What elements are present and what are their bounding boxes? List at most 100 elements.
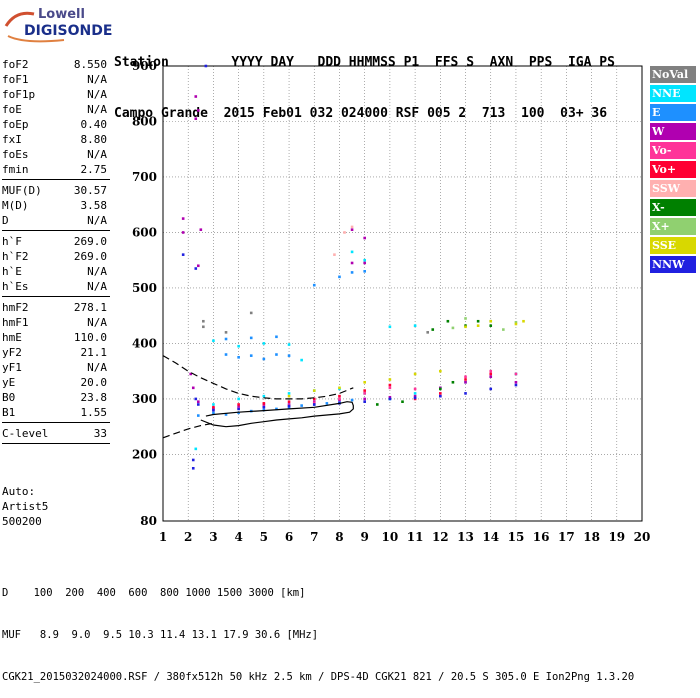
legend-item: Vo- <box>650 142 696 159</box>
data-point <box>464 375 467 379</box>
legend-item: NNE <box>650 85 696 102</box>
x-tick-label: 3 <box>209 530 217 544</box>
legend-item: NNW <box>650 256 696 273</box>
y-tick-label: 800 <box>132 114 157 128</box>
data-point <box>202 319 205 323</box>
parameters-panel: foF2 8.550 foF1 N/A foF1p N/A foE N/A foEp 0.40 fx… <box>2 57 110 447</box>
x-tick-label: 12 <box>432 530 449 544</box>
x-tick-label: 10 <box>382 530 399 544</box>
data-point <box>413 392 417 395</box>
data-point <box>489 387 493 391</box>
x-tick-label: 17 <box>558 530 575 544</box>
param-label: yE <box>2 376 16 389</box>
data-point <box>350 271 354 274</box>
param-row: yF1 N/A <box>2 360 110 375</box>
x-tick-label: 4 <box>234 530 242 544</box>
auto-code: 500200 <box>2 515 42 528</box>
param-label: M(D) <box>2 199 29 212</box>
data-point <box>249 354 253 357</box>
data-point <box>191 386 195 390</box>
data-point <box>181 253 185 256</box>
param-value: 23.8 <box>80 391 108 404</box>
legend-item: SSW <box>650 180 696 197</box>
param-value: N/A <box>87 361 107 374</box>
x-tick-label: 7 <box>310 530 318 544</box>
data-point <box>224 331 228 334</box>
param-row: B1 1.55 <box>2 405 110 420</box>
param-value: N/A <box>87 265 107 278</box>
param-separator <box>2 422 110 423</box>
param-label: foE <box>2 103 22 116</box>
data-point <box>489 372 493 376</box>
data-point <box>196 403 200 406</box>
data-point <box>375 403 379 406</box>
data-point <box>262 394 266 398</box>
data-point <box>363 389 366 392</box>
data-point <box>413 387 417 391</box>
data-point <box>194 397 198 401</box>
data-point <box>338 386 341 390</box>
data-point <box>476 319 480 323</box>
x-tick-label: 11 <box>407 530 424 544</box>
data-point <box>237 405 240 408</box>
plot-frame <box>162 65 643 522</box>
data-point <box>363 258 366 262</box>
data-point <box>350 225 354 229</box>
data-point <box>363 392 366 395</box>
auto-label: Auto: <box>2 485 36 498</box>
data-point <box>199 228 203 231</box>
param-separator <box>2 443 110 444</box>
data-point <box>237 397 240 401</box>
param-value: 278.1 <box>73 301 107 314</box>
autoscaling-info: Auto: Artist5 500200 <box>2 484 48 529</box>
data-point <box>439 392 442 395</box>
x-tick-label: 18 <box>583 530 600 544</box>
param-row: foF2 8.550 <box>2 57 110 72</box>
data-point <box>212 339 215 342</box>
x-tick-label: 1 <box>159 530 167 544</box>
data-point <box>439 394 442 398</box>
x-tick-label: 15 <box>508 530 525 544</box>
data-point <box>196 109 200 112</box>
data-point <box>514 380 518 384</box>
param-row: B0 23.8 <box>2 390 110 405</box>
param-label: foF2 <box>2 58 29 71</box>
data-point <box>333 253 336 256</box>
data-point <box>476 324 480 327</box>
data-point <box>275 407 278 411</box>
y-tick-label: 700 <box>132 170 157 184</box>
data-point <box>249 336 253 340</box>
param-label: C-level <box>2 427 49 440</box>
param-row: D N/A <box>2 213 110 228</box>
data-point <box>514 372 518 376</box>
data-point <box>212 411 215 415</box>
data-point <box>204 64 208 68</box>
footer-file-info: CGK21_2015032024000.RSF / 380fx512h 50 k… <box>2 671 635 683</box>
param-value: 20.0 <box>80 376 108 389</box>
data-point <box>312 401 316 405</box>
data-point <box>287 394 291 398</box>
data-point <box>426 331 430 334</box>
data-point <box>502 328 505 331</box>
param-row: yF2 21.1 <box>2 345 110 360</box>
x-tick-label: 14 <box>482 530 499 544</box>
data-point <box>464 392 467 395</box>
data-point <box>275 353 278 356</box>
param-label: hmF1 <box>2 316 29 329</box>
legend: NoVal NNE E W Vo- Vo+ SSW X- X+ SSE NNW <box>650 66 696 275</box>
data-point <box>522 319 525 323</box>
data-point <box>224 337 228 341</box>
data-point <box>338 397 341 401</box>
data-point <box>338 275 341 279</box>
data-point <box>363 261 366 265</box>
footer-distance-row: D 100 200 400 600 800 1000 1500 3000 [km… <box>2 587 306 599</box>
data-point <box>212 408 215 412</box>
data-point <box>262 342 266 345</box>
data-point <box>413 394 417 398</box>
x-tick-label: 9 <box>361 530 369 544</box>
data-point <box>489 375 493 379</box>
param-row: yE 20.0 <box>2 375 110 390</box>
data-point <box>401 400 404 404</box>
param-value: 269.0 <box>73 235 107 248</box>
data-point <box>275 335 278 339</box>
